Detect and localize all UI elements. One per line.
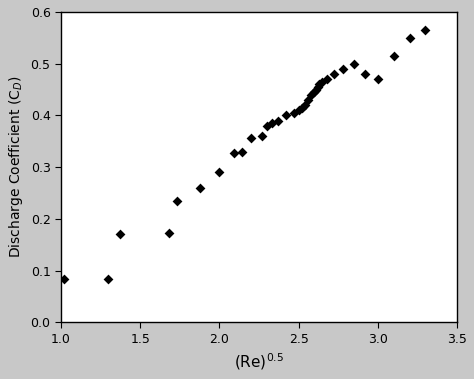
Point bbox=[312, 86, 320, 92]
Point bbox=[323, 76, 331, 82]
Point bbox=[316, 81, 323, 88]
Point bbox=[339, 66, 347, 72]
Point bbox=[406, 35, 413, 41]
Point bbox=[197, 185, 204, 191]
Point bbox=[314, 84, 321, 90]
Point bbox=[374, 76, 382, 82]
Point bbox=[361, 71, 369, 77]
Point bbox=[290, 110, 298, 116]
Point bbox=[319, 79, 326, 85]
Point bbox=[330, 71, 337, 77]
Point bbox=[310, 89, 318, 95]
Point bbox=[216, 169, 223, 175]
Point bbox=[274, 117, 282, 124]
Point bbox=[350, 61, 358, 67]
Point bbox=[308, 92, 315, 98]
Point bbox=[116, 232, 123, 238]
X-axis label: (Re)$^{0.5}$: (Re)$^{0.5}$ bbox=[234, 351, 284, 372]
Point bbox=[422, 27, 429, 33]
Point bbox=[301, 102, 309, 108]
Point bbox=[268, 120, 275, 126]
Point bbox=[295, 107, 302, 113]
Point bbox=[304, 97, 312, 103]
Y-axis label: Discharge Coefficient (C$_D$): Discharge Coefficient (C$_D$) bbox=[7, 76, 25, 258]
Point bbox=[258, 133, 266, 139]
Point bbox=[230, 150, 237, 156]
Point bbox=[282, 113, 290, 119]
Point bbox=[390, 53, 398, 59]
Point bbox=[173, 198, 181, 204]
Point bbox=[238, 149, 246, 155]
Point bbox=[105, 276, 112, 282]
Point bbox=[247, 135, 255, 141]
Point bbox=[263, 123, 271, 129]
Point bbox=[298, 105, 306, 111]
Point bbox=[60, 276, 68, 282]
Point bbox=[165, 230, 173, 236]
